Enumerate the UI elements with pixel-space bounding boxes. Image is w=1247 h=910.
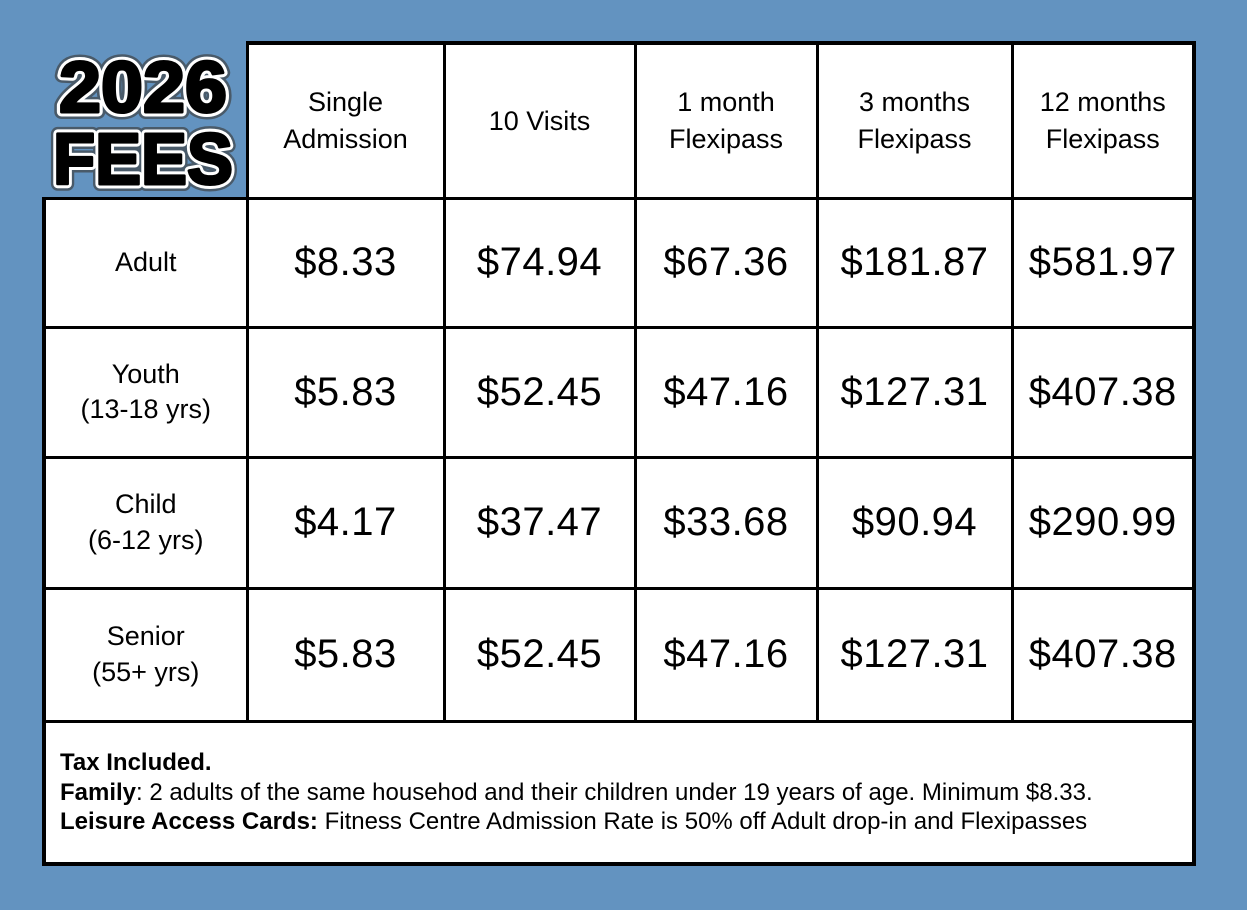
price-child-10-visits: $37.47 <box>442 455 637 590</box>
row-label-senior: Senior (55+ yrs) <box>42 586 249 723</box>
row-label-child: Child (6-12 yrs) <box>42 455 249 590</box>
price-adult-3-months: $181.87 <box>815 196 1014 329</box>
row-label-age-range: (55+ yrs) <box>92 656 200 687</box>
price-child-12-months: $290.99 <box>1010 455 1196 590</box>
price-youth-single: $5.83 <box>245 325 446 459</box>
column-header-single-admission: Single Admission <box>245 41 446 200</box>
notes-section: Tax Included. Family: 2 adults of the sa… <box>42 719 1196 866</box>
table-row-adult: Adult $8.33 $74.94 $67.36 $181.87 $581.9… <box>42 196 1196 329</box>
row-label-age-range: (6-12 yrs) <box>87 524 204 555</box>
price-senior-10-visits: $52.45 <box>442 586 637 723</box>
note-tax-included: Tax Included. <box>60 748 1176 778</box>
price-senior-12-months: $407.38 <box>1010 586 1196 723</box>
note-bold-text: Tax Included. <box>60 749 212 776</box>
note-regular-text: Fitness Centre Admission Rate is 50% off… <box>317 808 1088 835</box>
corner-spacer <box>44 43 249 200</box>
price-adult-12-months: $581.97 <box>1010 196 1196 329</box>
row-label-adult: Adult <box>42 196 249 329</box>
price-youth-3-months: $127.31 <box>815 325 1014 459</box>
table-row-child: Child (6-12 yrs) $4.17 $37.47 $33.68 $90… <box>42 455 1196 590</box>
note-family: Family: 2 adults of the same househod an… <box>60 778 1176 808</box>
note-bold-text: Leisure Access Cards: <box>60 808 318 835</box>
price-senior-1-month: $47.16 <box>633 586 819 723</box>
price-adult-10-visits: $74.94 <box>442 196 637 329</box>
row-label-text: Child <box>114 489 177 520</box>
note-leisure-access-cards: Leisure Access Cards: Fitness Centre Adm… <box>60 807 1176 837</box>
row-label-text: Adult <box>114 246 177 277</box>
column-header-1-month-flexipass: 1 month Flexipass <box>633 41 819 200</box>
price-senior-3-months: $127.31 <box>815 586 1014 723</box>
price-child-3-months: $90.94 <box>815 455 1014 590</box>
row-label-youth: Youth (13-18 yrs) <box>42 325 249 459</box>
note-bold-text: Family <box>60 778 137 806</box>
price-child-1-month: $33.68 <box>633 455 819 590</box>
price-adult-single: $8.33 <box>245 196 446 329</box>
table-row-youth: Youth (13-18 yrs) $5.83 $52.45 $47.16 $1… <box>42 325 1196 459</box>
notes-row: Tax Included. Family: 2 adults of the sa… <box>42 719 1196 866</box>
column-header-10-visits: 10 Visits <box>442 41 637 200</box>
price-child-single: $4.17 <box>245 455 446 590</box>
price-youth-1-month: $47.16 <box>633 325 819 459</box>
column-header-12-months-flexipass: 12 months Flexipass <box>1010 41 1196 200</box>
note-regular-text: : 2 adults of the same househod and thei… <box>136 778 1093 806</box>
header-row: Single Admission 10 Visits 1 month Flexi… <box>44 41 1196 200</box>
column-header-3-months-flexipass: 3 months Flexipass <box>815 41 1014 200</box>
row-label-age-range: (13-18 yrs) <box>80 394 212 424</box>
fees-table: Single Admission 10 Visits 1 month Flexi… <box>42 41 1196 866</box>
price-youth-12-months: $407.38 <box>1010 325 1196 459</box>
row-label-text: Senior <box>106 621 185 652</box>
row-label-text: Youth <box>111 358 180 389</box>
table-row-senior: Senior (55+ yrs) $5.83 $52.45 $47.16 $12… <box>42 586 1196 723</box>
price-senior-single: $5.83 <box>245 586 446 723</box>
price-adult-1-month: $67.36 <box>633 196 819 329</box>
price-youth-10-visits: $52.45 <box>442 325 637 459</box>
